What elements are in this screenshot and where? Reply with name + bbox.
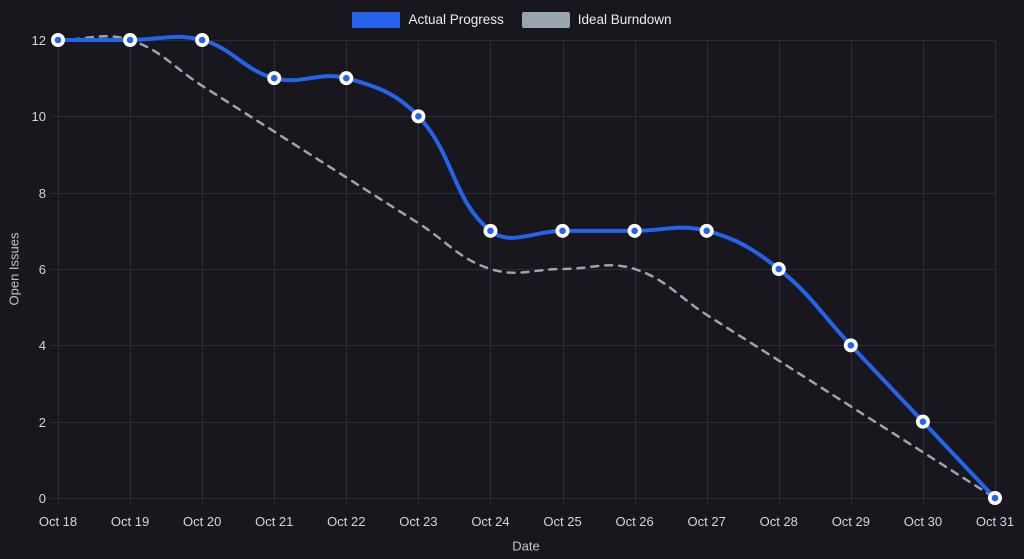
data-point-core	[631, 227, 638, 235]
data-point-core	[991, 494, 999, 502]
legend-label-actual-progress: Actual Progress	[408, 12, 504, 28]
x-tick-label: Oct 25	[543, 514, 581, 529]
x-tick-label: Oct 20	[183, 514, 221, 529]
data-point-core	[559, 227, 566, 235]
data-point-core	[487, 227, 494, 235]
legend-label-ideal-burndown: Ideal Burndown	[577, 12, 672, 28]
y-tick-label: 8	[39, 186, 46, 201]
y-tick-label: 10	[32, 109, 46, 124]
y-tick-label: 4	[39, 338, 46, 353]
data-point-core	[198, 36, 206, 44]
series-line-ideal-burndown	[56, 35, 997, 500]
data-point-core	[126, 36, 134, 44]
x-tick-label: Oct 31	[976, 514, 1014, 529]
x-tick-label: Oct 29	[832, 514, 870, 529]
data-point-core	[847, 342, 855, 349]
x-tick-label: Oct 24	[471, 514, 509, 529]
data-point-core	[415, 113, 422, 120]
ideal-burndown-swatch	[521, 12, 570, 28]
legend-item-ideal-burndown[interactable]: Ideal Burndown	[521, 12, 672, 28]
y-tick-label: 2	[39, 415, 46, 430]
x-tick-label: Oct 28	[760, 514, 798, 529]
x-tick-label: Oct 23	[399, 514, 437, 529]
actual-progress-swatch	[352, 12, 401, 28]
x-tick-label: Oct 30	[904, 514, 942, 529]
data-point-core	[54, 36, 62, 44]
x-axis-title: Date	[512, 538, 540, 554]
y-axis-title: Open Issues	[6, 232, 22, 306]
data-point-core	[919, 418, 927, 425]
x-tick-label: Oct 26	[615, 514, 653, 529]
x-tick-label: Oct 18	[39, 514, 77, 529]
x-tick-label: Oct 27	[688, 514, 726, 529]
x-tick-label: Oct 21	[255, 514, 293, 529]
y-tick-label: 0	[39, 491, 46, 506]
x-tick-label: Oct 19	[111, 514, 149, 529]
chart-legend: Actual Progress Ideal Burndown	[0, 9, 1024, 31]
data-point-core	[775, 265, 783, 273]
series-line-actual-progress	[56, 34, 997, 500]
legend-item-actual-progress[interactable]: Actual Progress	[352, 12, 504, 28]
data-point-core	[270, 74, 278, 82]
x-tick-label: Oct 22	[327, 514, 365, 529]
data-point-core	[703, 227, 710, 235]
y-tick-label: 6	[39, 262, 46, 277]
y-tick-label: 12	[32, 33, 46, 48]
data-point-core	[343, 74, 350, 82]
